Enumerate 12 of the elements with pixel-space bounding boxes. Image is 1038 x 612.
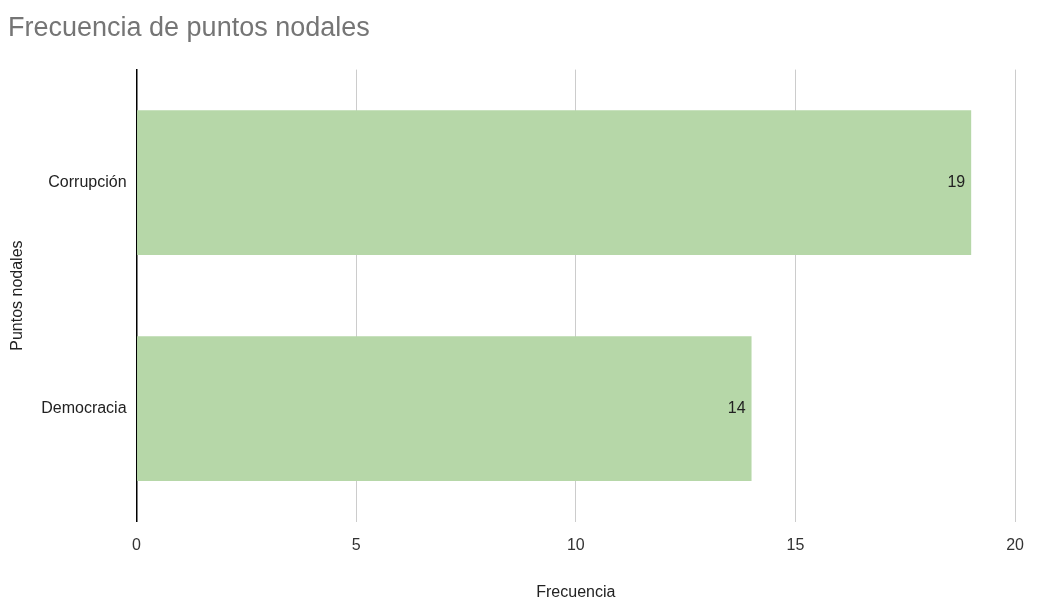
chart-title: Frecuencia de puntos nodales	[8, 12, 370, 43]
x-axis-title: Frecuencia	[536, 582, 616, 600]
x-tick-label: 0	[132, 535, 142, 553]
x-tick-label: 10	[566, 535, 585, 553]
data-label: 14	[727, 399, 746, 417]
y-axis-title: Puntos nodales	[8, 240, 26, 351]
y-tick-label: Corrupción	[48, 173, 127, 191]
x-tick-label: 20	[1006, 535, 1025, 553]
x-tick-label: 15	[786, 535, 805, 553]
data-label: 19	[947, 173, 966, 191]
x-tick-label: 5	[351, 535, 361, 553]
y-tick-label: Democracia	[41, 399, 127, 417]
